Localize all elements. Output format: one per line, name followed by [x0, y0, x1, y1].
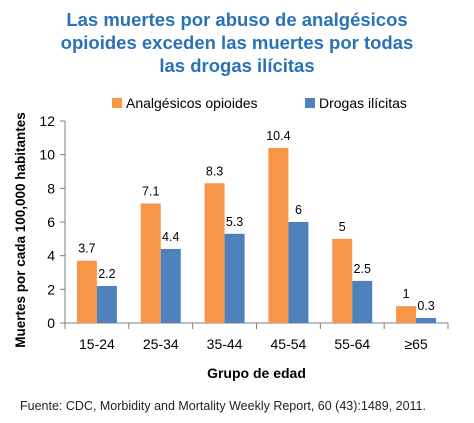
bar-opioides [332, 238, 353, 323]
data-label: 2.5 [354, 262, 371, 276]
y-tick-label: 10 [39, 147, 55, 163]
legend-swatch-ilicitas [305, 98, 315, 108]
bar-ilicitas [96, 285, 117, 323]
y-axis-title: Muertes por cada 100,000 habitantes [13, 112, 28, 348]
x-tick-label: 55-64 [334, 336, 370, 352]
data-label: 7.1 [142, 184, 159, 198]
x-tick-label: 25-34 [143, 336, 179, 352]
y-tick-label: 4 [47, 248, 55, 264]
x-tick-label: 15-24 [79, 336, 115, 352]
data-label: 6 [295, 203, 302, 217]
y-tick-label: 2 [47, 281, 55, 297]
y-tick-label: 0 [47, 315, 55, 331]
source-note: Fuente: CDC, Morbidity and Mortality Wee… [20, 399, 426, 413]
y-tick-label: 8 [47, 180, 55, 196]
legend-swatch-opioides [112, 98, 122, 108]
data-label: 2.2 [98, 267, 115, 281]
x-axis-title: Grupo de edad [207, 365, 306, 381]
data-label: 3.7 [78, 242, 95, 256]
bar-chart: 0 2 4 6 8 10 12 3.72.2 15-24 7.1 4.4 25-34 8.3 5.3 35-… [13, 95, 449, 381]
bar-opioides [140, 203, 161, 323]
bar-ilicitas [288, 222, 309, 323]
chart-title-line-3: las drogas ilícitas [159, 55, 315, 76]
bar-opioides [204, 183, 225, 323]
data-label: 8.3 [206, 164, 223, 178]
y-tick-label: 6 [47, 214, 55, 230]
bar-opioides [76, 260, 97, 323]
chart-title-line-1: Las muertes por abuso de analgésicos [66, 9, 408, 30]
bar-ilicitas [224, 233, 245, 323]
data-label: 0.3 [417, 299, 434, 313]
x-tick-label: 45-54 [271, 336, 307, 352]
data-label: 5.3 [226, 215, 243, 229]
x-tick-label: 35-44 [207, 336, 243, 352]
bar-opioides [268, 147, 289, 323]
bar-opioides [396, 306, 417, 323]
x-tick-label: ≥65 [404, 336, 427, 352]
data-label: 10.4 [266, 129, 290, 143]
y-tick-label: 12 [39, 113, 55, 129]
data-label: 5 [339, 220, 346, 234]
bar-ilicitas [416, 317, 437, 323]
legend-label-opioides: Analgésicos opioides [126, 95, 258, 111]
legend-label-ilicitas: Drogas ilícitas [319, 95, 407, 111]
data-label: 4.4 [162, 230, 179, 244]
bar-ilicitas [352, 280, 373, 323]
bar-ilicitas [160, 248, 181, 323]
data-label: 1 [403, 287, 410, 301]
chart-title-line-2: opioides exceden las muertes por todas [60, 32, 414, 53]
